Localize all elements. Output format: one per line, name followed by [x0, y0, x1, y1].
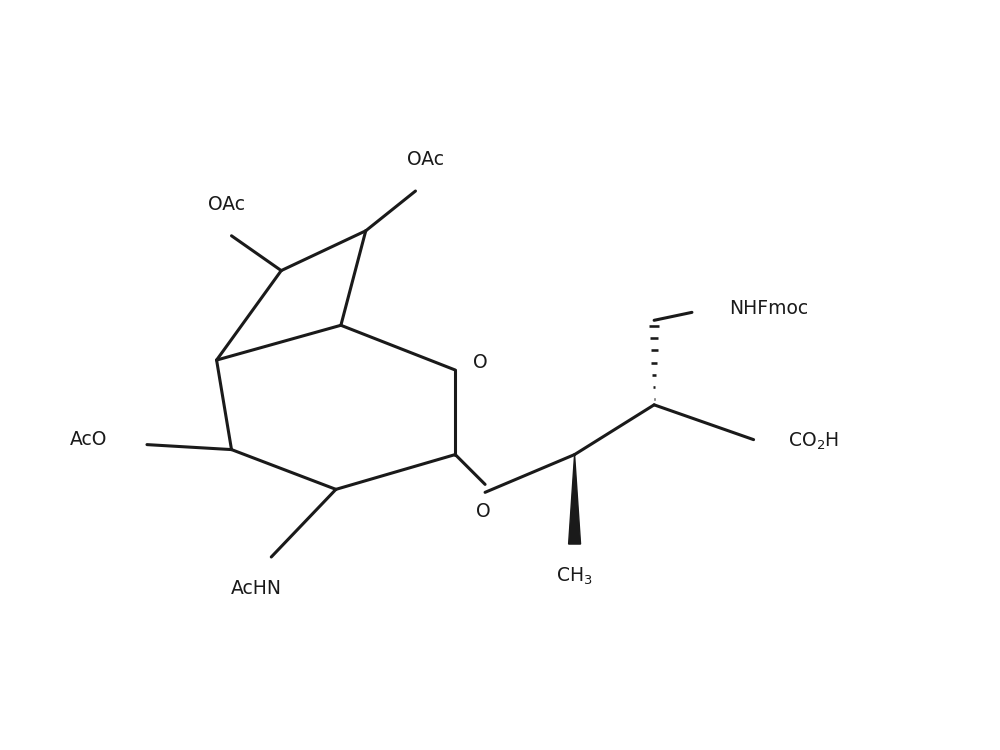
- Text: NHFmoc: NHFmoc: [729, 298, 808, 318]
- Text: AcO: AcO: [70, 430, 107, 449]
- Text: O: O: [476, 503, 490, 521]
- Text: OAc: OAc: [208, 195, 245, 214]
- Text: CH$_3$: CH$_3$: [556, 566, 593, 587]
- Text: CO$_2$H: CO$_2$H: [788, 431, 840, 452]
- Text: O: O: [473, 352, 488, 371]
- Polygon shape: [569, 454, 581, 544]
- Text: OAc: OAc: [407, 150, 444, 170]
- Text: AcHN: AcHN: [231, 579, 282, 598]
